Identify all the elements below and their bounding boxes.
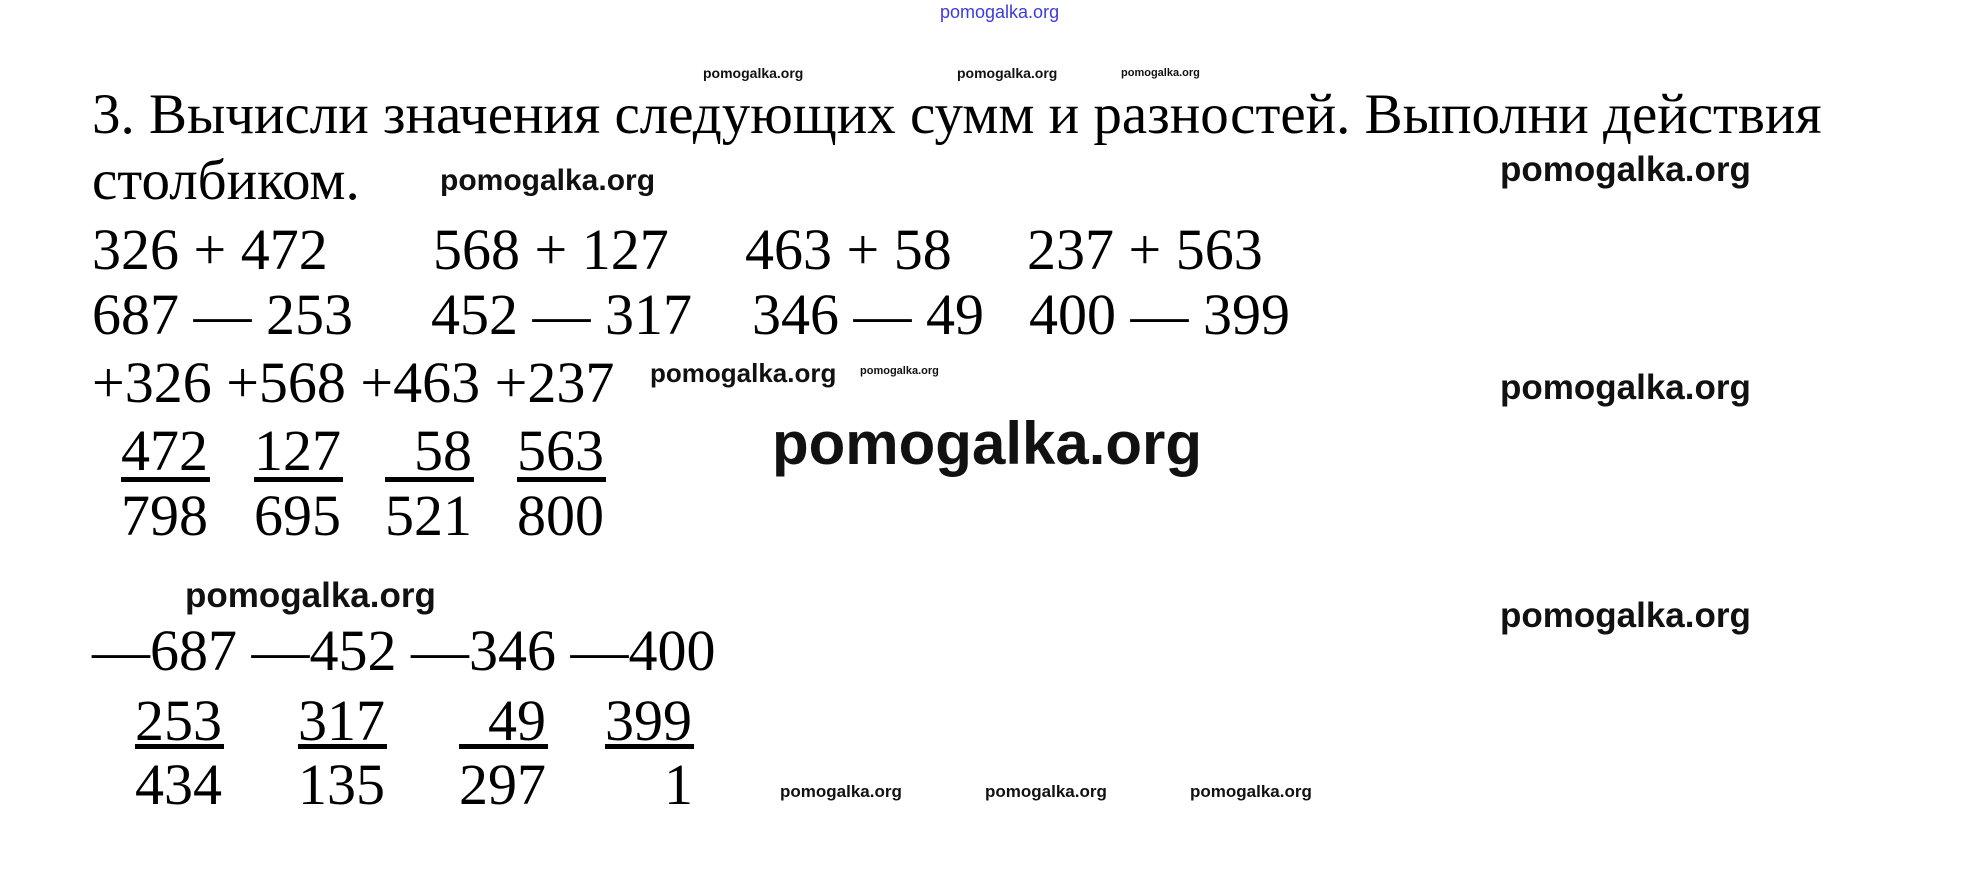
subtraction-result: 434 — [135, 752, 222, 817]
sum-expression: 237 + 563 — [1027, 217, 1263, 282]
watermark: pomogalka.org — [703, 65, 804, 81]
watermark: pomogalka.org — [650, 358, 837, 388]
sum-line — [517, 477, 606, 482]
subtrahend: 49 — [488, 688, 546, 753]
watermark: pomogalka.org — [1500, 368, 1751, 407]
subtrahend: 317 — [298, 688, 385, 753]
addend: 472 — [121, 418, 208, 483]
watermark: pomogalka.org — [1500, 150, 1751, 189]
subtraction-result: 1 — [664, 752, 693, 817]
addend: 127 — [254, 418, 341, 483]
watermark-top[interactable]: pomogalka.org — [940, 2, 1060, 22]
difference-expression: 687 — 253 — [92, 282, 353, 347]
addend: 58 — [414, 418, 472, 483]
difference-line — [459, 744, 548, 749]
difference-expression: 400 — 399 — [1029, 282, 1290, 347]
watermark: pomogalka.org — [440, 164, 656, 197]
addition-result: 695 — [254, 483, 341, 548]
sum-expression: 463 + 58 — [745, 217, 952, 282]
subtrahend: 253 — [135, 688, 222, 753]
sum-line — [385, 477, 474, 482]
difference-expression: 346 — 49 — [752, 282, 984, 347]
watermark: pomogalka.org — [860, 365, 939, 377]
addition-result: 521 — [385, 483, 472, 548]
subtraction-header: —687 —452 —346 —400 — [92, 618, 716, 683]
sum-line — [254, 477, 343, 482]
task-title-line1: 3. Вычисли значения следующих сумм и раз… — [92, 83, 1822, 146]
addition-result: 800 — [517, 483, 604, 548]
task-title-line2: столбиком. — [92, 149, 360, 212]
difference-line — [298, 744, 387, 749]
addition-result: 798 — [121, 483, 208, 548]
difference-line — [135, 744, 224, 749]
subtraction-result: 297 — [459, 752, 546, 817]
watermark: pomogalka.org — [780, 782, 902, 801]
subtrahend: 399 — [605, 688, 692, 753]
addition-header: +326 +568 +463 +237 — [92, 350, 615, 415]
sum-expression: 326 + 472 — [92, 217, 328, 282]
difference-line — [605, 744, 694, 749]
subtraction-result: 135 — [298, 752, 385, 817]
sum-expression: 568 + 127 — [433, 217, 669, 282]
sum-line — [121, 477, 210, 482]
watermark: pomogalka.org — [1500, 596, 1751, 635]
difference-expression: 452 — 317 — [431, 282, 692, 347]
addend: 563 — [517, 418, 604, 483]
watermark: pomogalka.org — [957, 65, 1058, 81]
watermark: pomogalka.org — [1121, 67, 1200, 79]
watermark: pomogalka.org — [1190, 782, 1312, 801]
watermark: pomogalka.org — [772, 410, 1203, 477]
watermark: pomogalka.org — [185, 576, 436, 615]
watermark: pomogalka.org — [985, 782, 1107, 801]
